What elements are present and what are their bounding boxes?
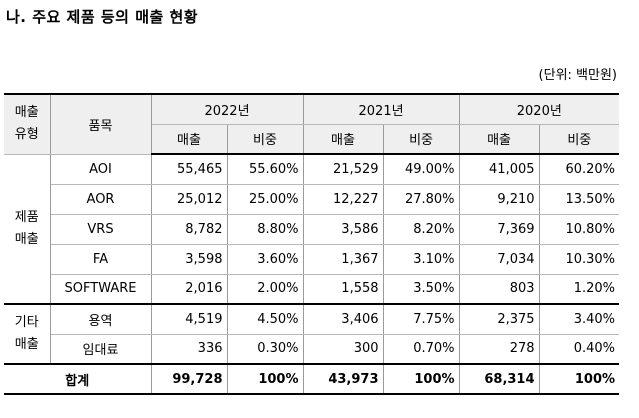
table-row: SOFTWARE 2,016 2.00% 1,558 3.50% 803 1.2… — [4, 273, 620, 305]
group-other-sales: 기타 매출 — [4, 303, 51, 365]
total-sales-2021: 43,973 — [302, 363, 384, 395]
cell-sales-2021: 3,406 — [302, 303, 384, 335]
cell-item: VRS — [50, 213, 152, 245]
cell-ratio-2021: 3.50% — [382, 273, 460, 305]
cell-ratio-2020: 0.40% — [538, 333, 620, 365]
total-label: 합계 — [4, 363, 152, 395]
cell-sales-2021: 3,586 — [302, 213, 384, 245]
cell-sales-2020: 41,005 — [458, 153, 540, 185]
sales-table: 매출 유형 품목 2022년 2021년 2020년 매출 비중 매출 비중 매출… — [4, 93, 620, 395]
cell-ratio-2022: 2.00% — [226, 273, 304, 305]
cell-ratio-2020: 1.20% — [538, 273, 620, 305]
cell-item: FA — [50, 243, 152, 275]
cell-sales-2022: 336 — [150, 333, 228, 365]
cell-ratio-2020: 10.80% — [538, 213, 620, 245]
cell-ratio-2021: 7.75% — [382, 303, 460, 335]
total-ratio-2020: 100% — [538, 363, 620, 395]
cell-sales-2020: 7,369 — [458, 213, 540, 245]
header-year-2020: 2020년 — [458, 93, 620, 125]
cell-ratio-2020: 13.50% — [538, 183, 620, 215]
cell-sales-2021: 1,367 — [302, 243, 384, 275]
total-sales-2022: 99,728 — [150, 363, 228, 395]
header-year-2022: 2022년 — [150, 93, 304, 125]
cell-ratio-2022: 25.00% — [226, 183, 304, 215]
unit-note: (단위: 백만원) — [538, 68, 617, 83]
cell-sales-2022: 55,465 — [150, 153, 228, 185]
cell-ratio-2020: 3.40% — [538, 303, 620, 335]
cell-sales-2020: 9,210 — [458, 183, 540, 215]
header-year-2021: 2021년 — [302, 93, 460, 125]
table-row: FA 3,598 3.60% 1,367 3.10% 7,034 10.30% — [4, 243, 620, 275]
header-sales-type: 매출 유형 — [4, 93, 51, 155]
total-ratio-2022: 100% — [226, 363, 304, 395]
cell-sales-2020: 7,034 — [458, 243, 540, 275]
cell-sales-2021: 12,227 — [302, 183, 384, 215]
total-ratio-2021: 100% — [382, 363, 460, 395]
cell-item: 임대료 — [50, 333, 152, 365]
header-item: 품목 — [49, 93, 152, 155]
cell-sales-2022: 3,598 — [150, 243, 228, 275]
cell-ratio-2021: 27.80% — [382, 183, 460, 215]
table-row: 임대료 336 0.30% 300 0.70% 278 0.40% — [4, 333, 620, 365]
cell-ratio-2021: 0.70% — [382, 333, 460, 365]
header-sales: 매출 — [302, 123, 384, 155]
cell-sales-2021: 1,558 — [302, 273, 384, 305]
cell-item: AOR — [50, 183, 152, 215]
total-row: 합계 99,728 100% 43,973 100% 68,314 100% — [4, 363, 620, 395]
table-row: AOR 25,012 25.00% 12,227 27.80% 9,210 13… — [4, 183, 620, 215]
header-sales: 매출 — [458, 123, 540, 155]
header-ratio: 비중 — [538, 123, 620, 155]
cell-ratio-2021: 49.00% — [382, 153, 460, 185]
cell-ratio-2022: 4.50% — [226, 303, 304, 335]
cell-item: AOI — [49, 153, 152, 185]
total-sales-2020: 68,314 — [458, 363, 540, 395]
cell-sales-2020: 803 — [458, 273, 540, 305]
cell-ratio-2021: 3.10% — [382, 243, 460, 275]
cell-sales-2021: 21,529 — [302, 153, 384, 185]
cell-ratio-2022: 0.30% — [226, 333, 304, 365]
header-sales: 매출 — [151, 123, 228, 155]
cell-item: SOFTWARE — [50, 273, 152, 305]
cell-ratio-2021: 8.20% — [382, 213, 460, 245]
table-row: 제품 매출 AOI 55,465 55.60% 21,529 49.00% 41,… — [4, 153, 620, 305]
header-ratio: 비중 — [382, 123, 460, 155]
group-product-sales: 제품 매출 — [4, 153, 51, 305]
cell-ratio-2020: 10.30% — [538, 243, 620, 275]
cell-sales-2022: 2,016 — [150, 273, 228, 305]
cell-sales-2020: 278 — [458, 333, 540, 365]
cell-ratio-2022: 3.60% — [226, 243, 304, 275]
cell-item: 용역 — [49, 303, 152, 335]
table-row: 기타 매출 용역 4,519 4.50% 3,406 7.75% 2,375 3.… — [4, 303, 620, 365]
page-title: 나. 주요 제품 등의 매출 현황 — [6, 8, 199, 26]
cell-sales-2021: 300 — [302, 333, 384, 365]
cell-sales-2020: 2,375 — [458, 303, 540, 335]
cell-ratio-2020: 60.20% — [538, 153, 620, 185]
header-ratio: 비중 — [226, 123, 304, 155]
cell-sales-2022: 25,012 — [150, 183, 228, 215]
cell-sales-2022: 8,782 — [150, 213, 228, 245]
cell-ratio-2022: 8.80% — [226, 213, 304, 245]
cell-ratio-2022: 55.60% — [226, 153, 304, 185]
table-row: VRS 8,782 8.80% 3,586 8.20% 7,369 10.80% — [4, 213, 620, 245]
cell-sales-2022: 4,519 — [150, 303, 228, 335]
